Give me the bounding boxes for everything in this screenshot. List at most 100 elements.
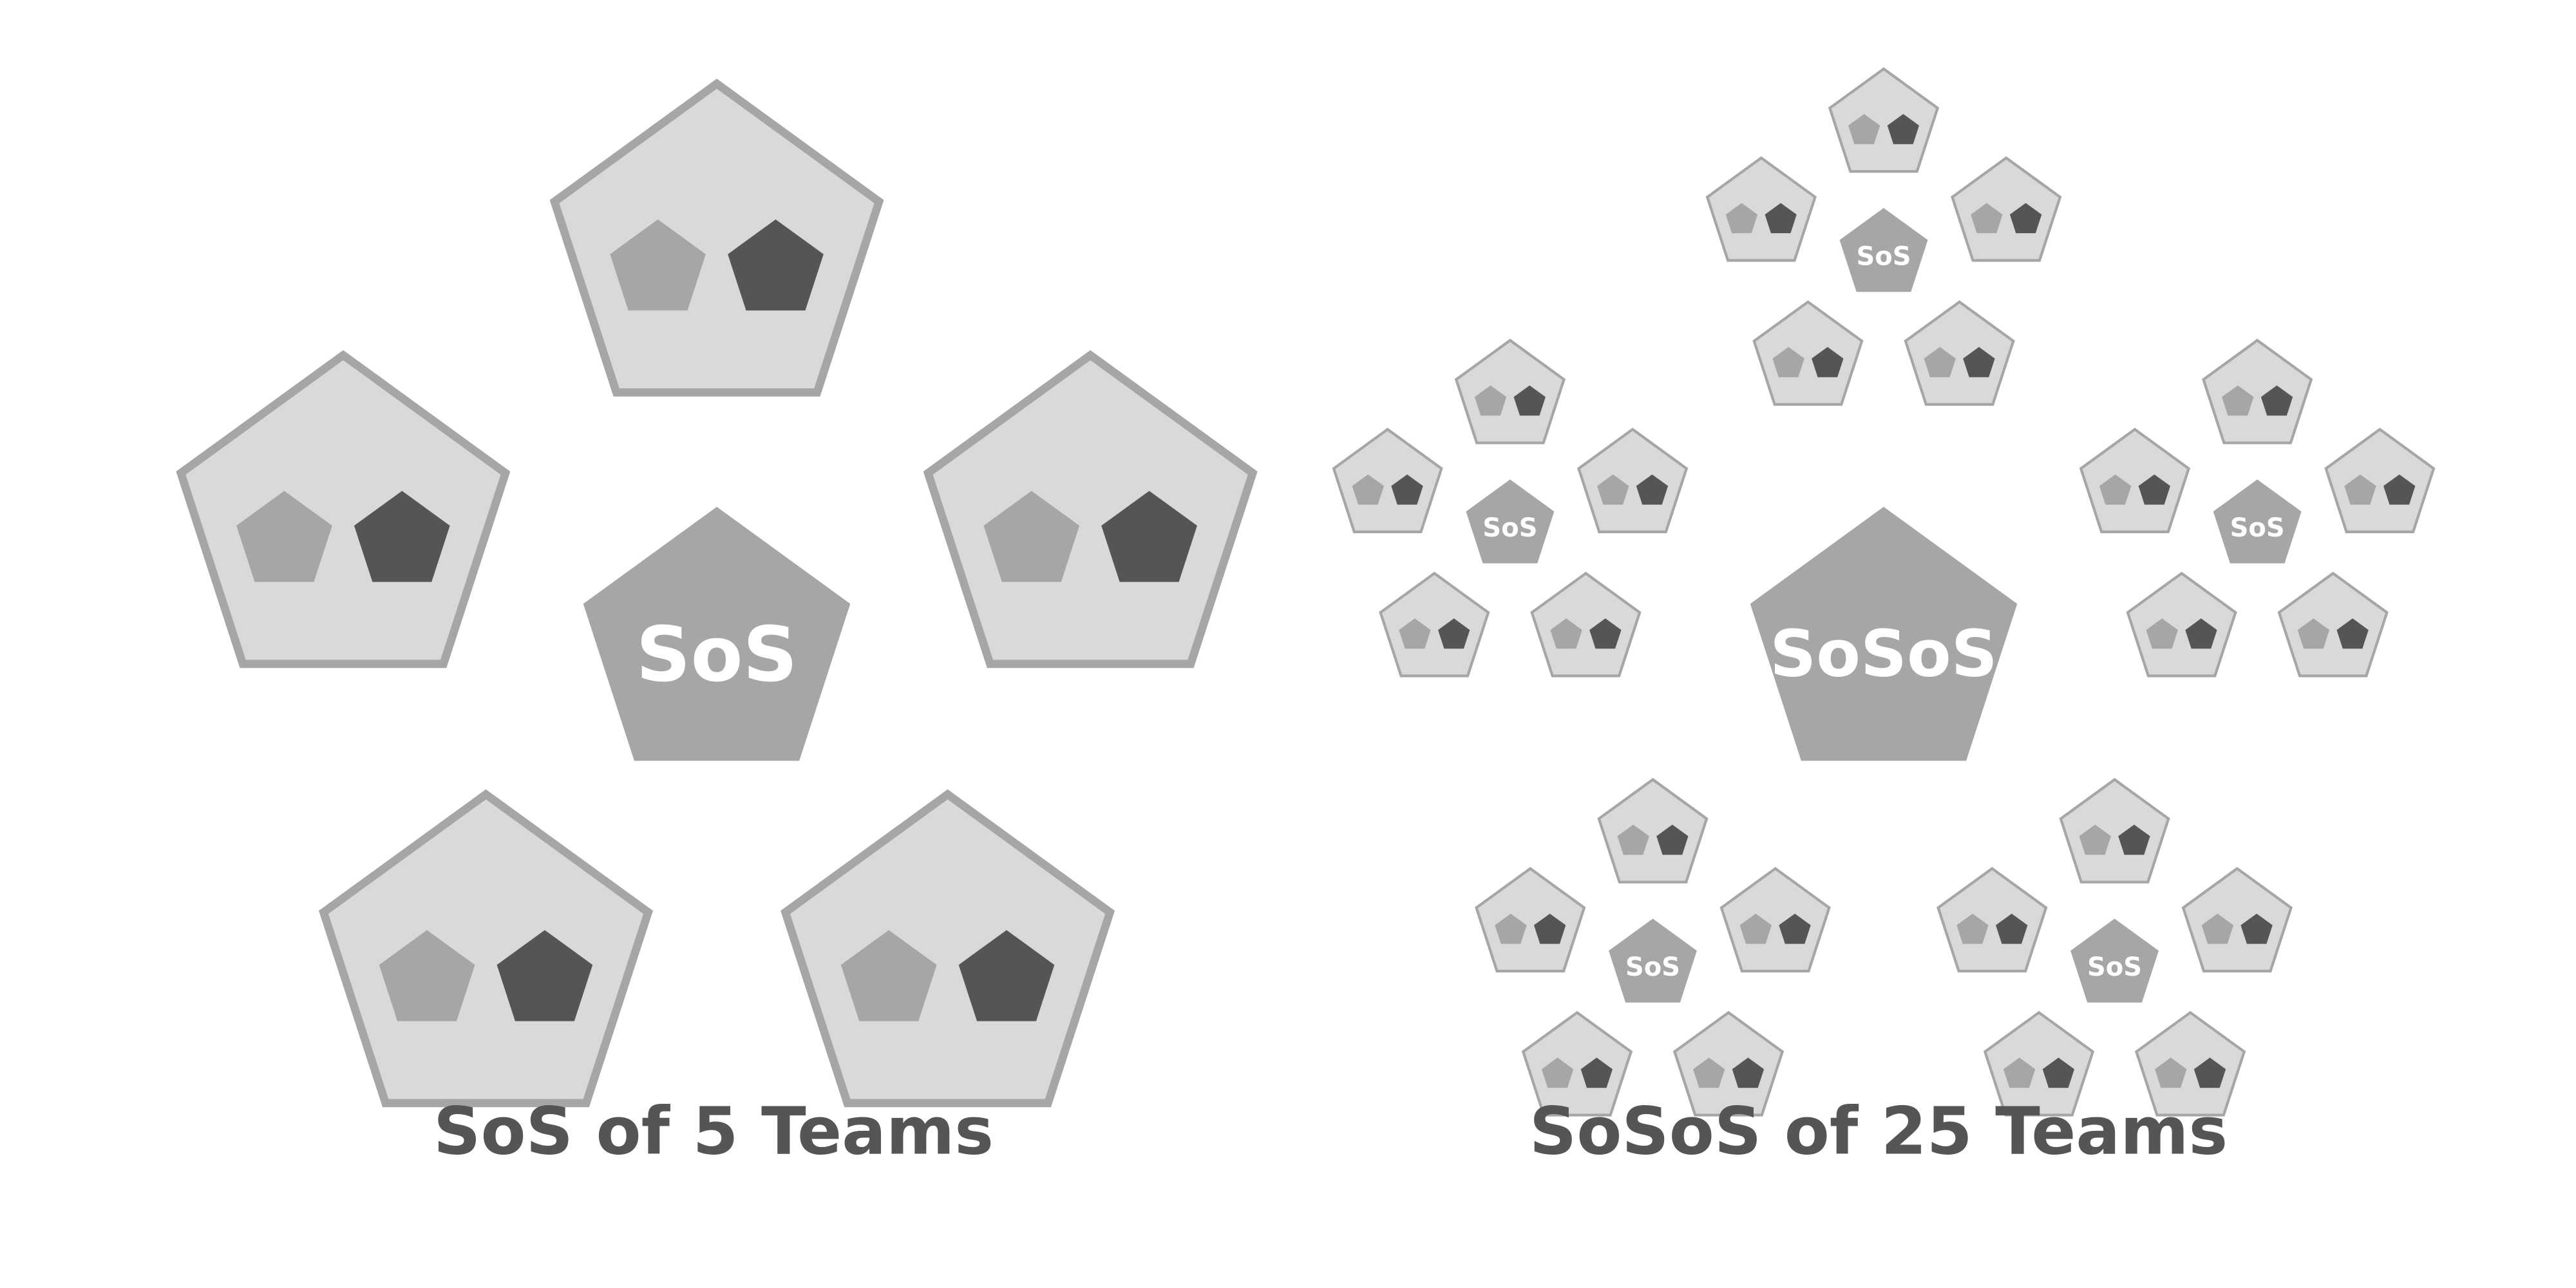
team-pentagon (2059, 777, 2170, 884)
team (1904, 300, 2015, 406)
team-pentagon (781, 789, 1115, 1108)
member-pentagon-light (1550, 618, 1582, 649)
team (1719, 867, 1831, 973)
member-pentagon-light (379, 930, 475, 1021)
member-pentagon-light (1739, 913, 1772, 944)
team (2181, 867, 2293, 973)
member-pentagon-light (610, 219, 706, 311)
member-pentagon-dark (2009, 203, 2042, 234)
team (1530, 571, 1642, 677)
team (318, 789, 653, 1108)
team (549, 79, 884, 397)
sos-cluster: SoS (1705, 67, 2062, 406)
member-pentagon-dark (2336, 618, 2369, 649)
sos-ring: SoS (176, 79, 1258, 1108)
team-pentagon (2202, 338, 2313, 444)
team (781, 789, 1115, 1108)
member-pentagon-light (1848, 114, 1880, 144)
member-pentagon-light (2344, 474, 2376, 505)
member-pentagon-dark (1580, 1057, 1613, 1088)
team (1379, 571, 1490, 677)
member-pentagon-dark (958, 930, 1055, 1021)
hub-label: SoS (2087, 952, 2142, 982)
team (2277, 571, 2389, 677)
member-pentagon-dark (497, 930, 593, 1021)
team (1521, 1010, 1633, 1117)
member-pentagon-dark (354, 491, 450, 582)
member-pentagon-light (840, 930, 937, 1021)
member-pentagon-light (2201, 913, 2234, 944)
team-pentagon (1719, 867, 1831, 973)
sosos-hub-label: SoSoS (1770, 616, 1997, 692)
team (1752, 300, 1864, 406)
team-pentagon (923, 350, 1258, 668)
team (2324, 428, 2436, 534)
member-pentagon-dark (2240, 913, 2273, 944)
member-pentagon-light (236, 491, 332, 582)
team-pentagon (2324, 428, 2436, 534)
member-pentagon-dark (2185, 618, 2217, 649)
sos-cluster: SoS (1937, 777, 2293, 1117)
member-pentagon-dark (2260, 385, 2293, 416)
team-pentagon (2126, 571, 2237, 677)
sos-cluster: SoS (2079, 338, 2436, 677)
team (1828, 67, 1940, 173)
member-pentagon-dark (1101, 491, 1197, 582)
member-pentagon-dark (2193, 1057, 2226, 1088)
sos-diagram: SoS (176, 79, 1258, 1108)
team-pentagon (1577, 428, 1689, 534)
team-pentagon (2079, 428, 2191, 534)
hub-pentagon (1466, 479, 1555, 564)
team (1475, 867, 1586, 973)
sosos-hub-pentagon (1750, 507, 2018, 761)
member-pentagon-dark (1636, 474, 1669, 505)
member-pentagon-light (2003, 1057, 2036, 1088)
sosos-diagram: SoS SoS SoS SoS SoS SoSoS (1332, 67, 2436, 1117)
hub-label: SoS (1482, 513, 1537, 543)
member-pentagon-light (1352, 474, 1384, 505)
member-pentagon-light (1971, 203, 2003, 234)
member-pentagon-light (1924, 346, 1956, 377)
hub-pentagon (1609, 918, 1697, 1003)
member-pentagon-light (1474, 385, 1507, 416)
team (1597, 777, 1709, 884)
member-pentagon-light (983, 491, 1080, 582)
team (1332, 428, 1443, 534)
team-pentagon (1983, 1010, 2095, 1117)
member-pentagon-light (2222, 385, 2254, 416)
member-pentagon-dark (1779, 913, 1811, 944)
member-pentagon-dark (1391, 474, 1423, 505)
member-pentagon-light (1772, 346, 1804, 377)
member-pentagon-light (2079, 824, 2111, 855)
hub-pentagon (1839, 208, 1928, 292)
member-pentagon-dark (1533, 913, 1566, 944)
member-pentagon-dark (1513, 385, 1546, 416)
team (2126, 571, 2237, 677)
member-pentagon-light (1956, 913, 1989, 944)
hub-pentagon (2213, 479, 2302, 564)
team-pentagon (1828, 67, 1940, 173)
team-pentagon (2134, 1010, 2246, 1117)
member-pentagon-light (1541, 1057, 1574, 1088)
team-pentagon (1332, 428, 1443, 534)
team (2059, 777, 2170, 884)
team-pentagon (549, 79, 884, 397)
member-pentagon-dark (1887, 114, 1919, 144)
team-pentagon (1530, 571, 1642, 677)
team (1454, 338, 1566, 444)
member-pentagon-light (1495, 913, 1527, 944)
team (2134, 1010, 2246, 1117)
member-pentagon-light (1399, 618, 1431, 649)
team-pentagon (1951, 156, 2062, 262)
member-pentagon-dark (728, 219, 824, 311)
member-pentagon-dark (1589, 618, 1622, 649)
team-pentagon (1672, 1010, 1785, 1117)
team (176, 350, 511, 668)
member-pentagon-dark (1812, 346, 1844, 377)
member-pentagon-dark (1732, 1057, 1765, 1088)
team (923, 350, 1258, 668)
hub-label: SoS (2230, 513, 2285, 543)
team (1983, 1010, 2095, 1117)
member-pentagon-dark (1656, 824, 1689, 855)
